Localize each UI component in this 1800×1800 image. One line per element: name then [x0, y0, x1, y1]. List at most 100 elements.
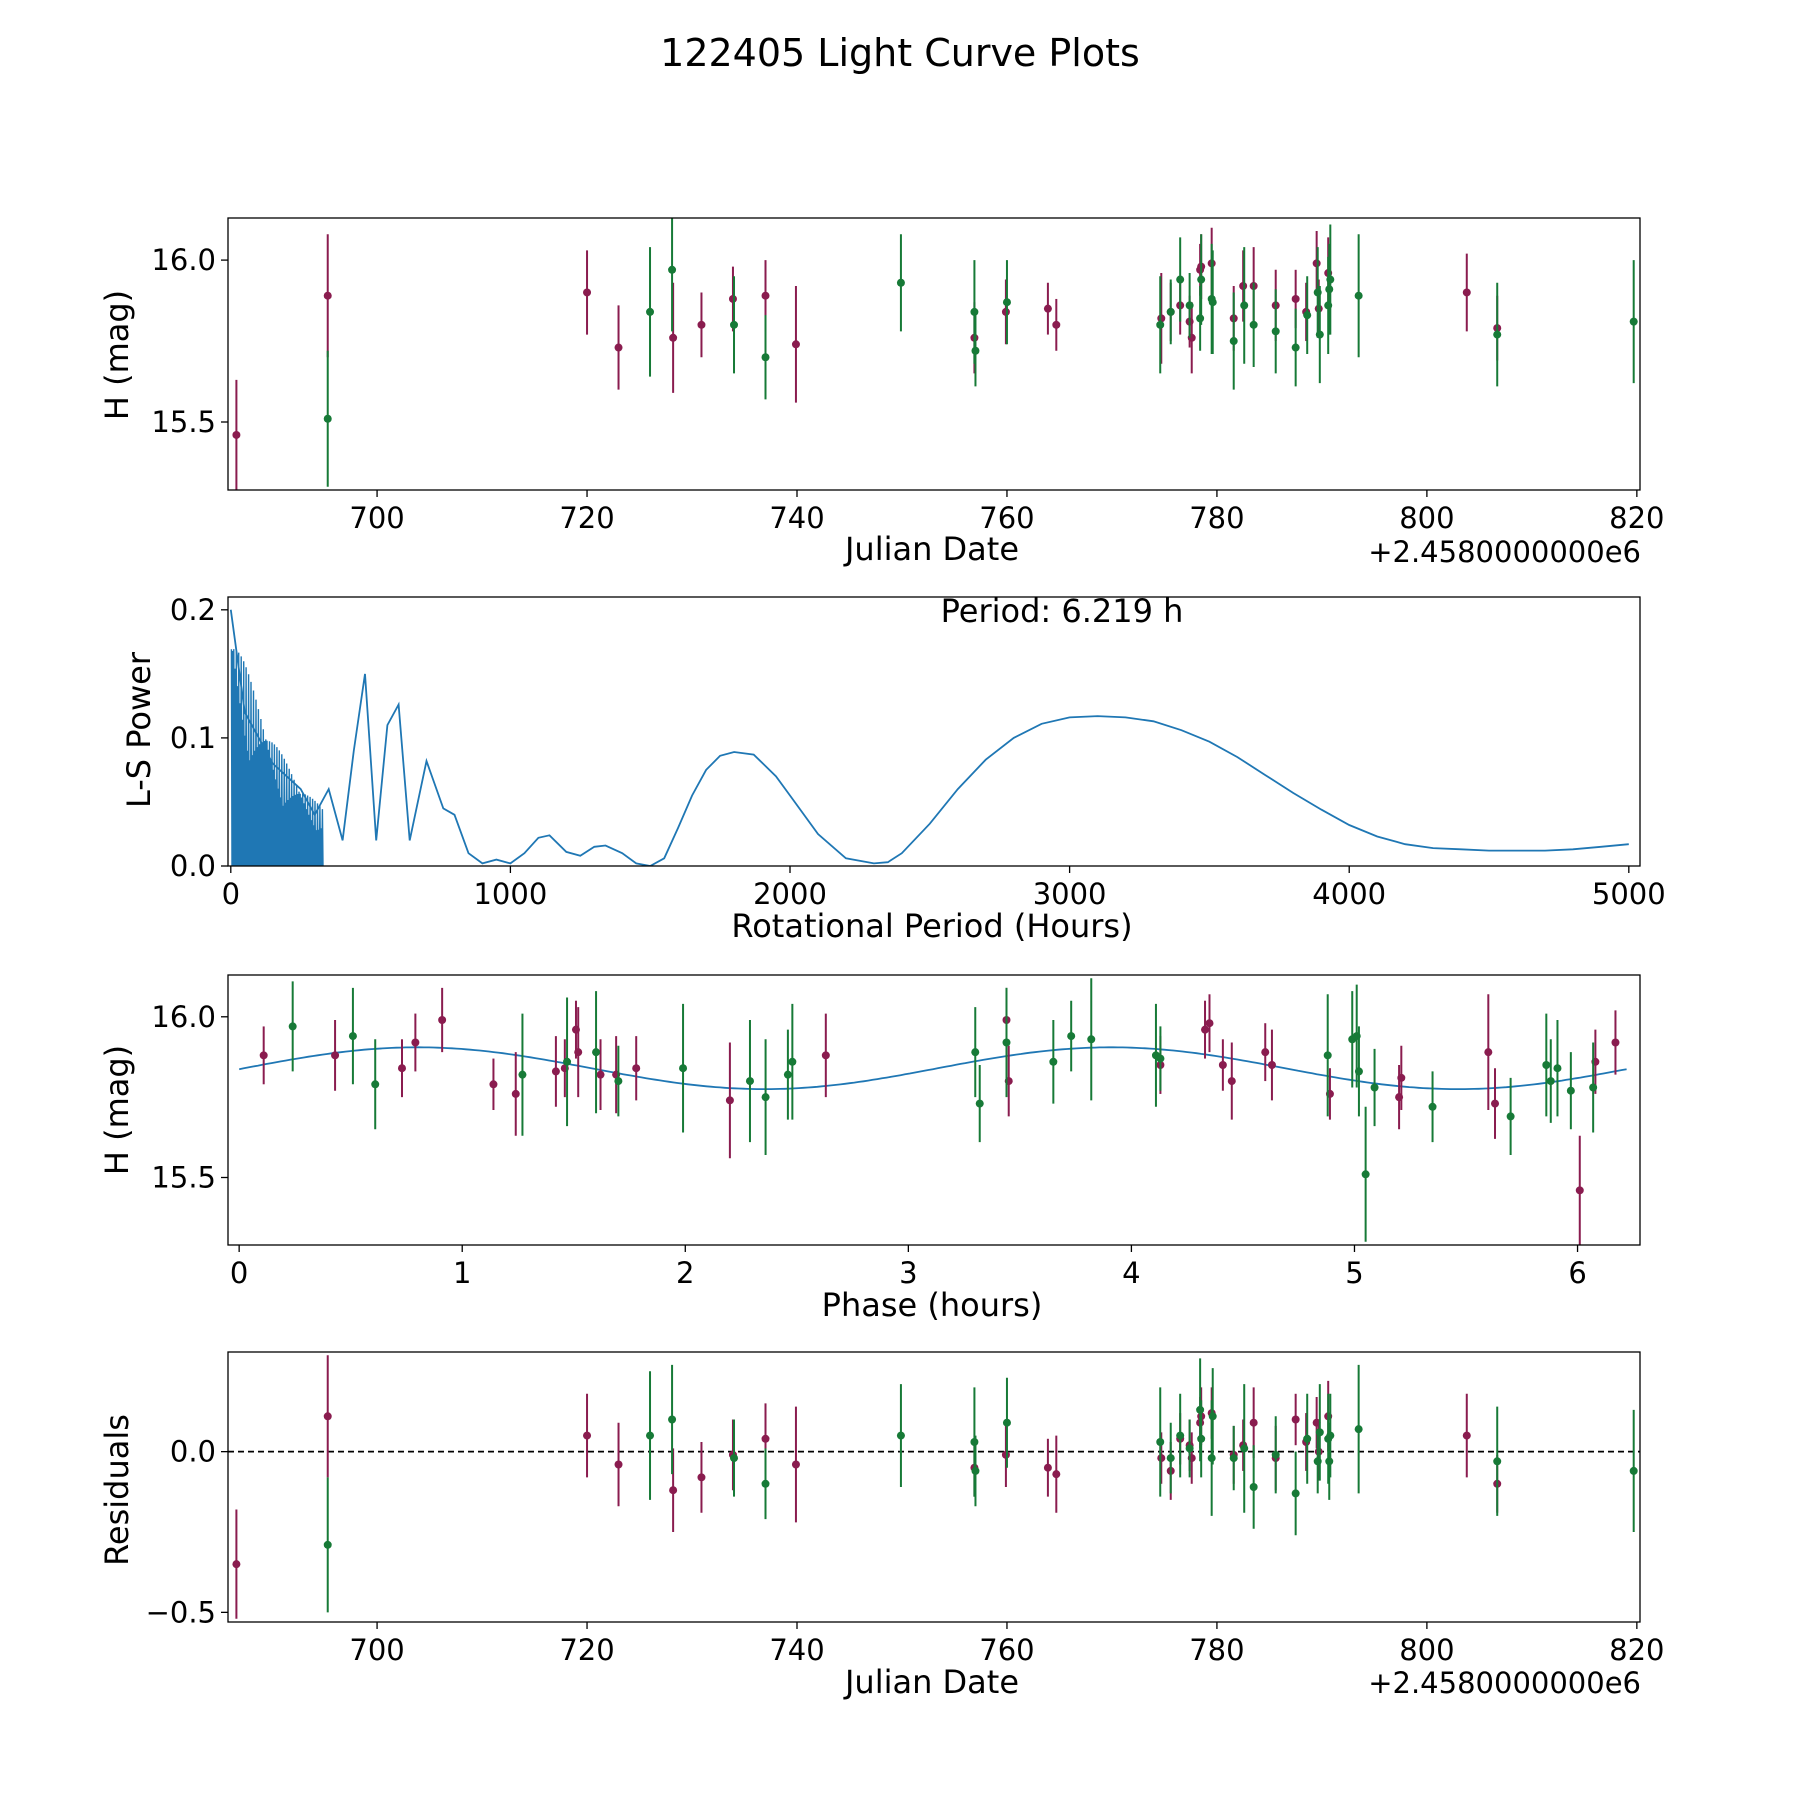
phased-data-point: [745, 1077, 754, 1086]
lightcurve-data-point: [1197, 275, 1206, 284]
residuals-data-point: [1207, 1454, 1216, 1463]
lightcurve-data-point: [697, 320, 706, 329]
phased-data-point: [1484, 1048, 1493, 1057]
residuals-data-point: [1629, 1466, 1638, 1475]
lightcurve-data-point: [668, 265, 677, 274]
phased-xtick-label: 5: [1345, 1256, 1363, 1290]
periodogram-plot-area: [229, 609, 1629, 866]
residuals-data-point: [1156, 1438, 1165, 1446]
residuals-data-point: [1157, 1454, 1166, 1463]
phased-data-point: [788, 1057, 797, 1066]
phased-series-maroon: [259, 987, 1620, 1245]
lightcurve-data-point: [583, 288, 592, 297]
periodogram-xtick-label: 4000: [1312, 877, 1386, 911]
lightcurve-data-point: [1239, 282, 1248, 290]
lightcurve-series-maroon: [232, 227, 1502, 490]
phased-data-point: [331, 1051, 340, 1060]
residuals-xtick-label: 780: [1189, 1633, 1244, 1667]
lightcurve-data-point: [1271, 327, 1280, 336]
periodogram-xtick-label: 1000: [473, 877, 547, 911]
lightcurve-data-point: [1325, 285, 1334, 294]
phased-data-point: [1575, 1186, 1584, 1195]
phased-data-point: [1323, 1051, 1332, 1060]
lightcurve-data-point: [1229, 337, 1238, 346]
lightcurve-ylabel: H (mag): [98, 290, 136, 420]
lightcurve-data-point: [1291, 343, 1300, 352]
periodogram-ytick-label: 0.0: [170, 849, 216, 883]
residuals-data-point: [323, 1540, 332, 1549]
phased-data-point: [551, 1067, 560, 1076]
lightcurve-xtick-label: 720: [559, 501, 614, 535]
residuals-data-point: [1229, 1454, 1238, 1463]
phased-data-point: [411, 1038, 420, 1047]
panel-lightcurve: Julian Date H (mag) +2.4580000000e6 700 7…: [98, 217, 1665, 569]
periodogram-ytick-label: 0.2: [170, 593, 216, 627]
phased-data-point: [1156, 1054, 1165, 1063]
phased-data-point: [821, 1051, 830, 1060]
lightcurve-data-point: [614, 343, 623, 352]
residuals-xtick-label: 740: [769, 1633, 824, 1667]
periodogram-ytick-label: 0.1: [170, 721, 216, 755]
figure-title: 122405 Light Curve Plots: [660, 31, 1140, 75]
phased-series-green: [288, 978, 1598, 1242]
residuals-frame: [227, 1351, 1641, 1623]
residuals-data-point: [1291, 1489, 1300, 1498]
phased-data-point: [1546, 1077, 1555, 1086]
phased-data-point: [596, 1070, 605, 1079]
fit-curve: [239, 1046, 1627, 1090]
residuals-data-point: [646, 1431, 655, 1440]
residuals-data-point: [1462, 1431, 1471, 1440]
phased-data-point: [259, 1051, 268, 1060]
residuals-data-point: [232, 1560, 241, 1569]
periodogram-xtick-label: 0: [222, 877, 240, 911]
periodogram-xtick-label: 5000: [1592, 877, 1666, 911]
lightcurve-data-point: [970, 307, 979, 316]
lightcurve-data-point: [896, 278, 905, 287]
phased-data-point: [1506, 1112, 1515, 1121]
residuals-data-point: [1240, 1444, 1249, 1453]
phased-data-point: [1611, 1038, 1620, 1047]
residuals-data-point: [1043, 1463, 1052, 1472]
lightcurve-data-point: [1315, 330, 1324, 339]
residuals-data-point: [1326, 1431, 1335, 1440]
lightcurve-data-point: [1185, 301, 1194, 310]
phased-data-point: [1267, 1061, 1276, 1069]
phased-data-point: [614, 1077, 623, 1086]
lightcurve-data-point: [1303, 311, 1312, 320]
residuals-xtick-label: 720: [559, 1633, 614, 1667]
lightcurve-xtick-label: 800: [1399, 501, 1454, 535]
phased-data-point: [1087, 1035, 1096, 1044]
residuals-data-point: [1196, 1405, 1205, 1414]
phased-data-point: [1370, 1083, 1379, 1092]
residuals-data-point: [1271, 1450, 1280, 1459]
residuals-data-point: [1249, 1418, 1258, 1427]
phased-data-point: [1049, 1057, 1058, 1066]
panel-phased: Phase (hours) H (mag) 0 1 2 3 4 5 6 15.5 16.0: [98, 974, 1641, 1324]
phased-data-point: [592, 1048, 601, 1057]
lightcurve-xtick-label: 700: [349, 501, 404, 535]
lightcurve-data-point: [1208, 298, 1217, 307]
phased-data-point: [1566, 1086, 1575, 1095]
phased-frame: [227, 974, 1641, 1246]
phased-ytick-label: 16.0: [151, 1000, 216, 1034]
phased-xtick-label: 6: [1568, 1256, 1586, 1290]
lightcurve-data-point: [646, 307, 655, 316]
lightcurve-data-point: [323, 291, 332, 300]
phased-data-point: [438, 1016, 447, 1024]
lightcurve-data-point: [1493, 330, 1502, 339]
phased-data-point: [397, 1064, 406, 1073]
residuals-data-point: [1315, 1428, 1324, 1437]
lightcurve-xtick-label: 760: [979, 501, 1034, 535]
lightcurve-data-point: [323, 414, 332, 423]
residuals-ytick-label: 0.0: [170, 1435, 216, 1469]
residuals-xtick-label: 760: [979, 1633, 1034, 1667]
residuals-data-point: [614, 1460, 623, 1469]
residuals-x-offset: +2.4580000000e6: [1368, 1666, 1641, 1700]
residuals-data-point: [791, 1460, 800, 1469]
lightcurve-xtick-label: 820: [1609, 501, 1664, 535]
residuals-plot-area: [228, 1355, 1640, 1619]
lightcurve-data-point: [1462, 288, 1471, 297]
phased-data-point: [489, 1080, 498, 1089]
phased-data-point: [1428, 1102, 1437, 1111]
lightcurve-xtick-label: 780: [1189, 501, 1244, 535]
